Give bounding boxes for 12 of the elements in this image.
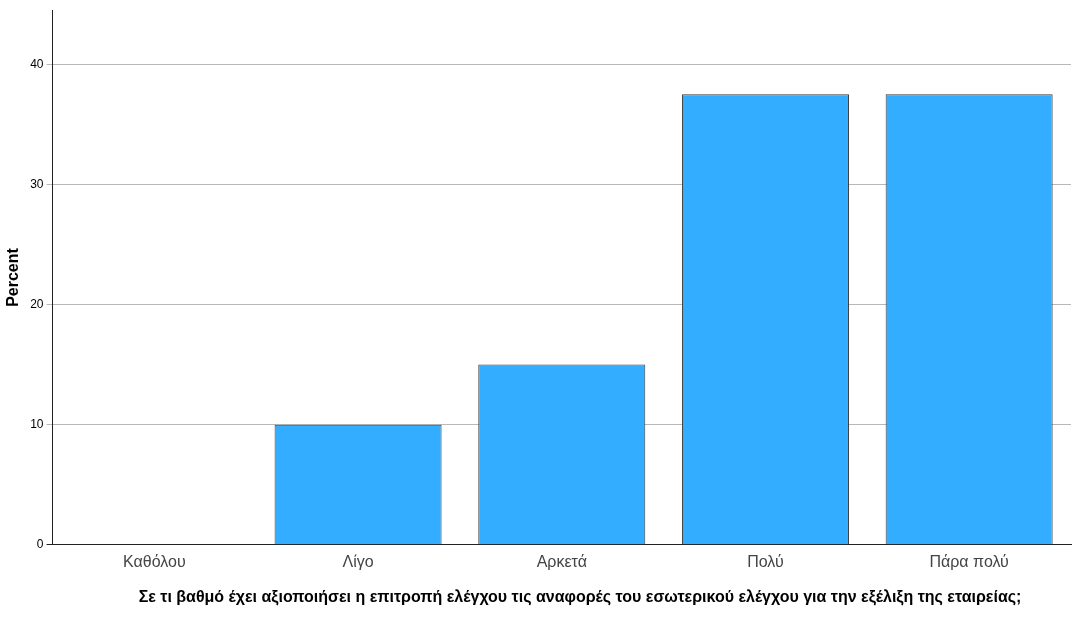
x-tick-label: Καθόλου [123,552,186,570]
y-tick-label: 10 [30,416,44,431]
x-axis-title: Σε τι βαθμό έχει αξιοποιήσει η επιτροπή ελέγχου τις αναφορές του εσωτερικού ελέγχου για την εξέλιξη της εταιρείας; [137,588,1023,606]
x-tick-label: Πολύ [747,552,784,570]
y-axis-title: Percent [4,247,22,307]
y-tick-label: 40 [30,56,44,71]
x-tick-label: Αρκετά [536,552,587,570]
y-tick-label: 30 [30,176,44,191]
y-tick-label: 20 [30,296,44,311]
x-tick-label: Πάρα πολύ [929,552,1009,570]
y-tick-label: 0 [36,537,44,552]
x-tick-label: Λίγο [342,552,374,570]
